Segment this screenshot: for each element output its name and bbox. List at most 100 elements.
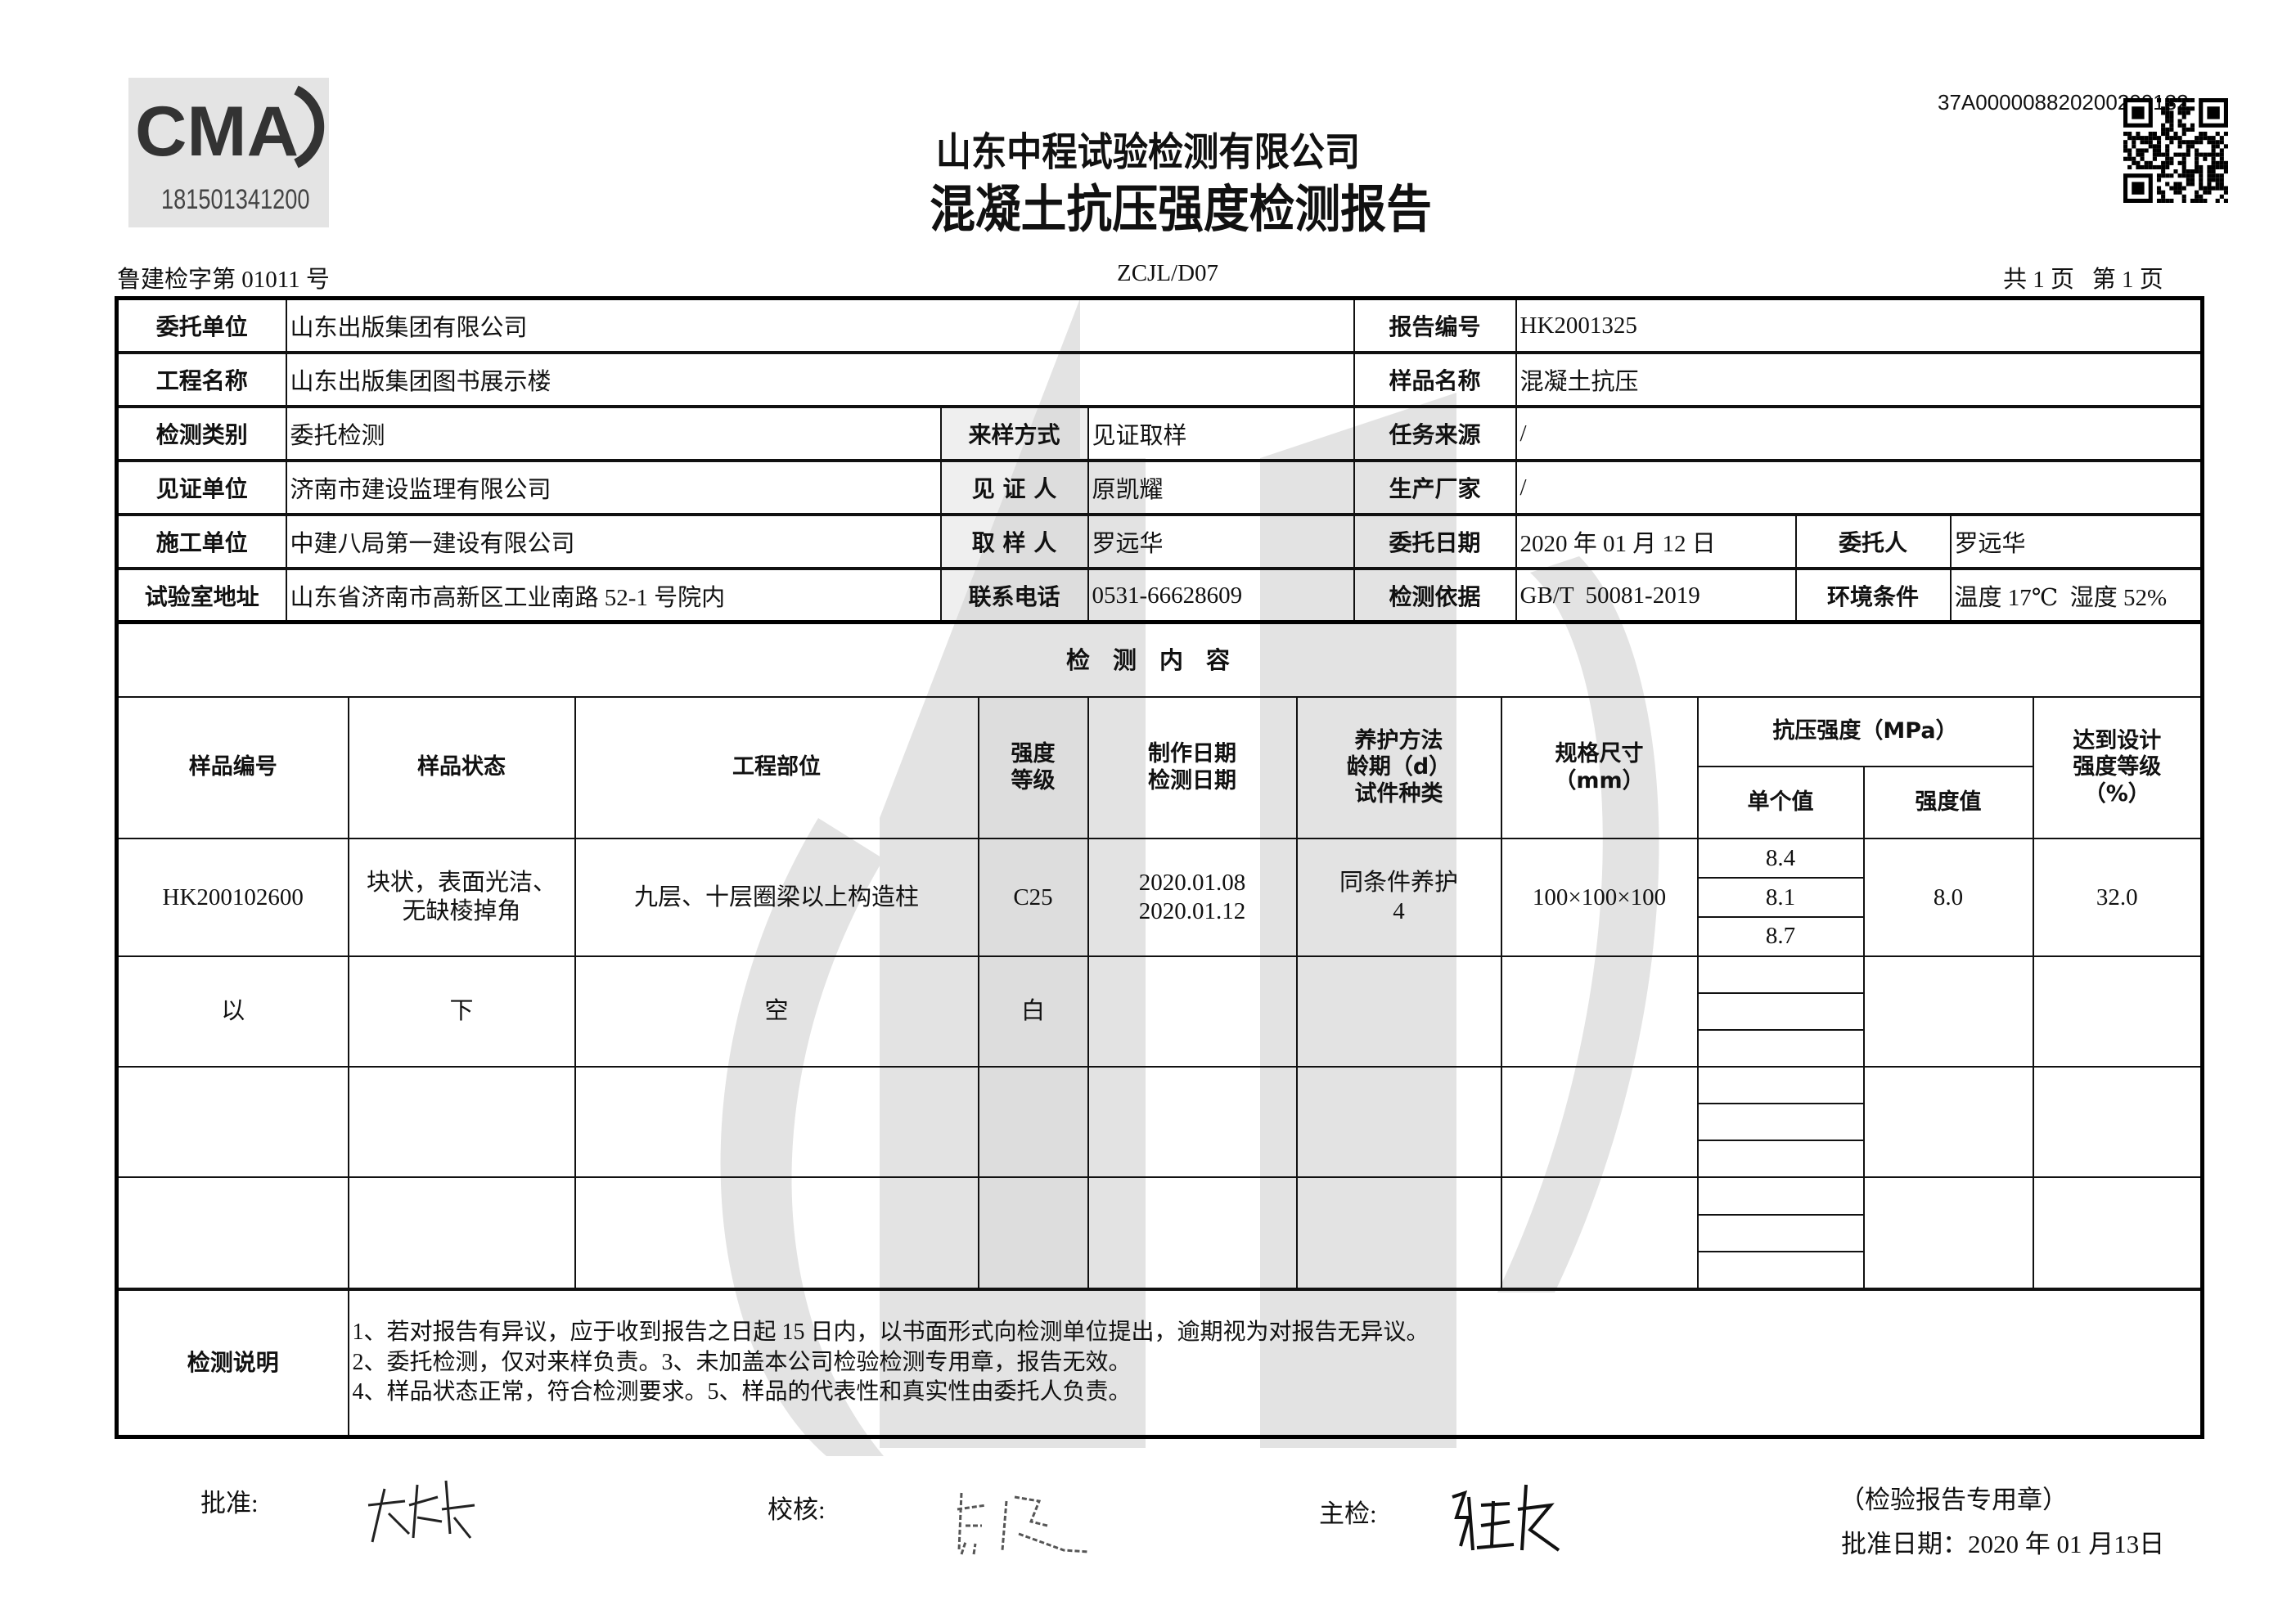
qr-module (2223, 164, 2228, 170)
qr-module (2199, 178, 2204, 182)
qr-module (2177, 186, 2182, 191)
lab-address-value: 山东省济南市高新区工业南路 52-1 号院内 (285, 568, 942, 623)
rep-value: 8.0 (1862, 838, 2034, 957)
qr-module (2169, 198, 2174, 203)
qr-module (2132, 136, 2136, 141)
qr-module (2195, 160, 2199, 165)
qr-module (2169, 123, 2174, 128)
approve-label: 批准: (200, 1489, 259, 1517)
size: 100×100×100 (1500, 838, 1699, 957)
qr-module (2177, 140, 2182, 145)
project-label: 工程名称 (115, 352, 287, 407)
qr-module (2173, 98, 2178, 103)
qr-module (2223, 131, 2228, 137)
qr-module (2181, 164, 2186, 170)
qr-module (2165, 182, 2170, 187)
qr-module (2132, 156, 2136, 161)
qr-module (2181, 160, 2186, 165)
qr-module (2207, 186, 2212, 191)
sample-no: HK200102600 (115, 838, 349, 957)
env-value: 温度 17℃ 湿度 52% (1949, 568, 2204, 623)
qr-module (2181, 102, 2186, 107)
env-label: 环境条件 (1794, 568, 1952, 623)
qr-module (2186, 152, 2190, 157)
qr-module (2195, 152, 2199, 157)
header-size: 规格尺寸 （mm） (1500, 696, 1699, 839)
qr-module (2173, 136, 2178, 141)
header-dates: 制作日期 检测日期 (1087, 696, 1298, 839)
qr-module (2161, 127, 2166, 132)
qr-module (2199, 173, 2204, 178)
qr-module (2219, 182, 2224, 187)
qr-module (2123, 140, 2128, 145)
qr-module (2156, 198, 2162, 203)
qr-module (2123, 148, 2128, 153)
qr-module (2148, 136, 2153, 141)
qr-module (2173, 152, 2178, 157)
cma-seal-icon: CMA (135, 85, 325, 171)
qr-module (2148, 164, 2153, 170)
report-no-label: 报告编号 (1353, 297, 1517, 353)
section-title: 检测内容 (115, 621, 2204, 698)
qr-module (2165, 98, 2170, 103)
qr-module (2177, 119, 2182, 124)
qr-module (2211, 178, 2216, 182)
qr-module (2219, 164, 2224, 170)
qr-module (2156, 152, 2162, 157)
single-values (1696, 955, 1865, 1068)
qr-module (2186, 110, 2190, 115)
empty-cell (1295, 955, 1502, 1068)
qr-module (2169, 98, 2174, 103)
header-strength: 抗压强度（MPa） (1696, 696, 2034, 767)
qr-module (2215, 140, 2220, 145)
single-values (1696, 1176, 1865, 1290)
qr-module (2199, 152, 2204, 157)
qr-module (2181, 127, 2186, 132)
qr-module (2181, 123, 2186, 128)
qr-module (2140, 152, 2145, 157)
qr-module (2152, 148, 2157, 153)
qr-module (2211, 144, 2216, 149)
qr-module (2144, 136, 2149, 141)
qr-module (2181, 98, 2186, 103)
qr-module (2177, 123, 2182, 128)
qr-module (2136, 160, 2141, 165)
qr-module (2156, 178, 2162, 182)
blank-mark: 白 (977, 955, 1089, 1068)
qr-module (2195, 156, 2199, 161)
qr-module (2177, 182, 2182, 187)
empty-cell (1087, 955, 1298, 1068)
qr-module (2186, 148, 2190, 153)
qr-module (2195, 198, 2199, 203)
sampling-method-label: 来样方式 (939, 406, 1089, 461)
qr-module (2165, 160, 2170, 165)
qr-module (2215, 164, 2220, 170)
qr-module (2169, 160, 2174, 165)
qr-module (2161, 160, 2166, 165)
qr-module (2156, 98, 2162, 103)
qr-module (2140, 136, 2145, 141)
qr-module (2169, 127, 2174, 132)
table-row: HK200102600 块状，表面光洁、无缺棱掉角 九层、十层圈梁以上构造柱 C… (115, 838, 2204, 957)
qr-module (2140, 164, 2145, 170)
curing: 同条件养护 4 (1295, 838, 1502, 957)
qr-module (2190, 178, 2195, 182)
qr-module (2152, 152, 2157, 157)
qr-module (2207, 136, 2212, 141)
qr-module (2152, 164, 2157, 170)
qr-module (2215, 198, 2220, 203)
qr-module (2173, 182, 2178, 187)
qr-module (2156, 164, 2162, 170)
qr-module (2181, 131, 2186, 137)
qr-module (2190, 182, 2195, 187)
qr-module (2186, 106, 2190, 111)
single-values: 8.4 8.1 8.7 (1696, 838, 1865, 957)
entruster-label: 委托人 (1794, 514, 1952, 569)
qr-code[interactable] (2123, 98, 2228, 203)
qr-module (2186, 98, 2190, 103)
qr-module (2190, 123, 2195, 128)
qr-module (2207, 173, 2212, 178)
qr-module (2144, 160, 2149, 165)
approver-signature (367, 1480, 475, 1543)
note-line: 1、若对报告有异议，应于收到报告之日起 15 日内，以书面形式向检测单位提出，逾… (352, 1320, 1429, 1346)
